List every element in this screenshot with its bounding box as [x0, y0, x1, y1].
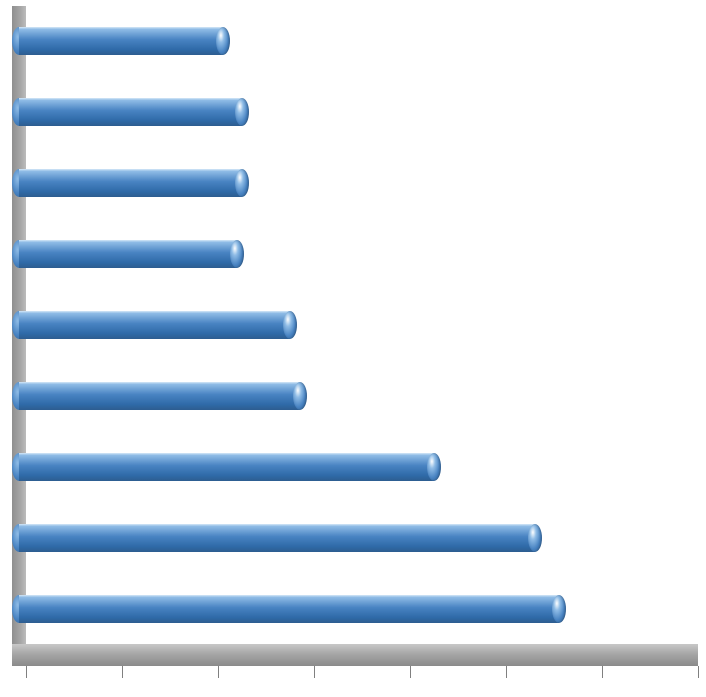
bar-body [19, 98, 242, 126]
axis-tick [410, 666, 411, 678]
bar-cap-front [293, 382, 307, 410]
bar-cap-front [216, 27, 230, 55]
axis-tick [122, 666, 123, 678]
bar-cap-front [230, 240, 244, 268]
axis-tick [602, 666, 603, 678]
bar-body [19, 311, 290, 339]
bar [12, 169, 249, 197]
bar [12, 311, 297, 339]
bar [12, 453, 441, 481]
bar-cap-front [427, 453, 441, 481]
bar-cap-front [235, 98, 249, 126]
bar-body [19, 524, 535, 552]
bar-body [19, 169, 242, 197]
axis-tick [218, 666, 219, 678]
bar [12, 98, 249, 126]
bar [12, 524, 542, 552]
bar-chart [0, 0, 706, 697]
bar-body [19, 27, 223, 55]
axis-tick [26, 666, 27, 678]
bar-cap-front [552, 595, 566, 623]
bar-cap-front [235, 169, 249, 197]
bar [12, 595, 566, 623]
plot-area [12, 6, 698, 666]
bar-body [19, 240, 237, 268]
axis-tick [698, 666, 699, 678]
bar-body [19, 453, 434, 481]
gridline [698, 6, 700, 644]
bar [12, 27, 230, 55]
chart-floor [12, 644, 698, 666]
gridline [602, 6, 604, 644]
bar [12, 382, 307, 410]
bar-cap-front [528, 524, 542, 552]
bar-body [19, 382, 300, 410]
bar-body [19, 595, 559, 623]
axis-tick [314, 666, 315, 678]
axis-tick [506, 666, 507, 678]
bar-cap-front [283, 311, 297, 339]
bar [12, 240, 244, 268]
